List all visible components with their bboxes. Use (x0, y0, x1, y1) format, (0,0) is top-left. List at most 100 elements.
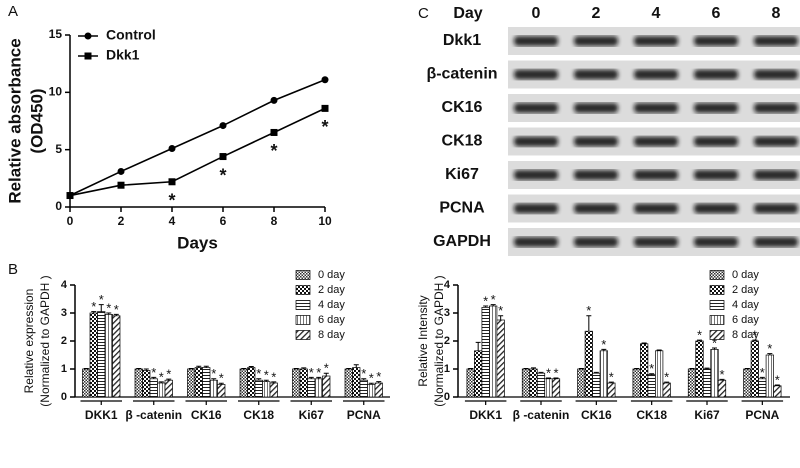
lane-label: 6 (712, 5, 721, 22)
blot-band (574, 237, 618, 247)
bar (773, 385, 782, 398)
error-bar (376, 381, 382, 383)
bar (314, 378, 323, 398)
error-bar (346, 367, 352, 369)
annotation: * (369, 371, 374, 386)
blot-row-label: GAPDH (433, 233, 491, 250)
bar (157, 382, 166, 398)
error-bar (248, 365, 254, 368)
point (168, 145, 176, 153)
error-bar (301, 367, 307, 369)
error-bar (143, 368, 149, 371)
blot-row-label: PCNA (439, 200, 485, 217)
blot-band (574, 36, 618, 46)
blot-band (634, 203, 678, 214)
legend-label: Dkk1 (106, 47, 140, 63)
legend-swatch (709, 270, 725, 280)
annotation: * (752, 328, 757, 343)
bar (647, 374, 656, 398)
point (117, 181, 125, 189)
blot-row-label: CK16 (442, 99, 483, 116)
bar (743, 368, 752, 398)
legend-swatch (709, 315, 725, 325)
legend-marker (84, 32, 92, 40)
bar (750, 340, 759, 398)
x-tick-label: 0 (67, 214, 74, 228)
annotation: * (321, 117, 328, 137)
point (219, 122, 227, 130)
blot-band (694, 69, 738, 80)
y-axis-label: (Normalized to GAPDH ) (432, 275, 446, 406)
y-tick-label: 1 (444, 363, 450, 375)
error-bar (106, 312, 112, 315)
x-tick-label: CK16 (191, 408, 222, 422)
bar (632, 368, 641, 398)
annotation: * (151, 365, 156, 380)
y-tick-label: 0 (444, 391, 450, 403)
error-bar (759, 376, 765, 379)
error-bar (468, 367, 474, 369)
point (168, 178, 176, 186)
blot-band (694, 103, 738, 113)
error-bar (546, 377, 551, 379)
error-bar (531, 367, 536, 369)
legend-swatch (295, 300, 311, 310)
error-bar (218, 382, 224, 385)
error-bar (316, 376, 322, 379)
error-bar (475, 341, 481, 351)
legend-swatch (295, 315, 311, 325)
error-bar (483, 305, 489, 308)
error-bar (697, 339, 702, 341)
y-tick-label: 4 (61, 279, 68, 291)
error-bar (656, 349, 662, 351)
legend-label: 6 day (318, 314, 345, 326)
lane-label: 8 (772, 5, 781, 22)
legend-label: 4 day (318, 299, 345, 311)
bar (254, 379, 263, 398)
annotation: * (609, 370, 614, 385)
legend-label: 0 day (318, 269, 345, 281)
blot-band (514, 36, 558, 46)
annotation: * (491, 292, 496, 307)
blot-band (634, 170, 678, 180)
bar (374, 382, 383, 398)
bar (496, 319, 505, 398)
legend-label: 8 day (732, 329, 759, 341)
blot-row-label: β-catenin (426, 66, 497, 83)
bar (710, 349, 719, 398)
error-bar (293, 367, 299, 369)
bar (194, 367, 203, 398)
blot-band (634, 136, 678, 147)
error-bar (203, 365, 209, 368)
y-axis-label: (OD450) (27, 88, 46, 153)
blot-row-label: Dkk1 (443, 32, 481, 49)
bar (344, 368, 353, 398)
legend-swatch (709, 300, 725, 310)
annotation: * (697, 328, 702, 343)
blot-band (514, 136, 558, 147)
lane-label: 4 (652, 5, 661, 22)
bar (149, 378, 158, 398)
bar (209, 379, 218, 398)
error-bar (83, 367, 89, 369)
legend-label: 2 day (318, 284, 345, 296)
x-tick-label: Ki67 (694, 408, 720, 422)
y-tick-label: 3 (444, 307, 450, 319)
error-bar (361, 378, 367, 381)
blot-band (574, 103, 618, 113)
error-bar (578, 367, 584, 369)
error-bar (166, 378, 172, 381)
annotation: * (775, 372, 780, 387)
error-bar (323, 372, 329, 376)
bar (758, 378, 767, 398)
bar (521, 368, 531, 398)
bar (607, 382, 616, 398)
panel-label: B (8, 261, 18, 278)
annotation: * (271, 369, 276, 384)
blot-band (694, 203, 738, 214)
blot-band (514, 170, 558, 180)
error-bar (271, 381, 277, 383)
annotation: * (649, 361, 654, 376)
bar (104, 314, 113, 398)
y-tick-label: 3 (61, 307, 67, 319)
